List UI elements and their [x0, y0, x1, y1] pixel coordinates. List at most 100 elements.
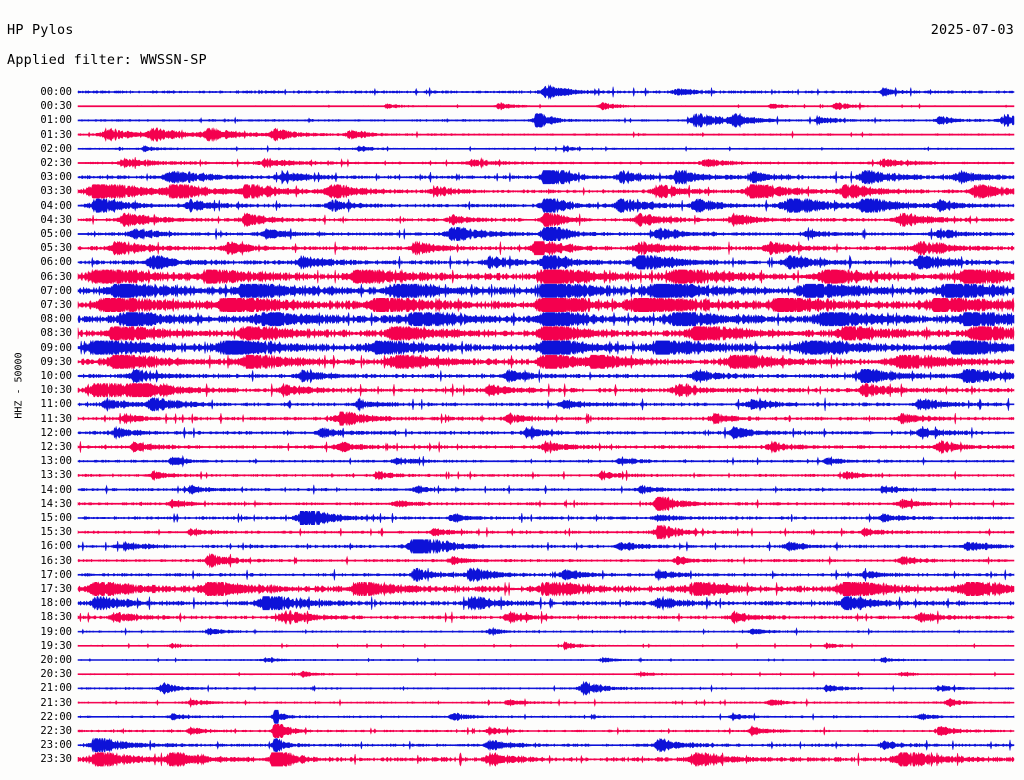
time-tick-09-00: 09:00	[40, 341, 72, 354]
trace-row-03-00	[77, 169, 1015, 185]
time-tick-08-30: 08:30	[40, 327, 72, 340]
trace-row-01-00	[77, 112, 1015, 128]
trace-row-18-30	[77, 609, 1015, 625]
time-tick-22-30: 22:30	[40, 725, 72, 737]
time-axis-ticks: 00:00 00:30 01:00 01:30 02:00 02:30 03:00 03:30…	[0, 0, 78, 780]
time-tick-00-00: 00:00	[40, 86, 72, 98]
trace-row-16-00	[77, 538, 1015, 555]
time-tick-18-30: 18:30	[40, 611, 72, 624]
trace-row-19-00	[77, 626, 1015, 637]
time-tick-06-00: 06:00	[40, 256, 72, 269]
trace-row-19-30	[77, 641, 1015, 651]
trace-row-00-00	[77, 84, 1015, 100]
time-tick-04-00: 04:00	[40, 199, 72, 212]
time-tick-21-30: 21:30	[40, 696, 72, 709]
trace-row-12-00	[77, 425, 1015, 441]
trace-row-20-00	[77, 656, 1015, 664]
trace-row-04-00	[77, 197, 1015, 214]
trace-row-14-00	[77, 484, 1015, 495]
time-tick-10-30: 10:30	[40, 384, 72, 397]
trace-row-15-00	[77, 510, 1015, 526]
time-tick-05-00: 05:00	[40, 228, 72, 240]
trace-row-07-00	[77, 283, 1015, 299]
time-tick-21-00: 21:00	[40, 682, 72, 695]
trace-row-06-30	[77, 268, 1015, 285]
trace-row-00-30	[77, 101, 1015, 111]
time-tick-20-00: 20:00	[40, 654, 72, 666]
time-tick-12-00: 12:00	[40, 426, 72, 439]
trace-row-09-00	[77, 339, 1015, 356]
time-tick-14-00: 14:00	[40, 483, 72, 496]
time-tick-06-30: 06:30	[40, 270, 72, 283]
time-tick-16-30: 16:30	[40, 554, 72, 567]
trace-row-02-30	[77, 157, 1015, 169]
trace-row-14-30	[77, 496, 1015, 512]
trace-row-21-30	[77, 697, 1015, 709]
time-tick-17-30: 17:30	[40, 583, 72, 595]
time-tick-01-30: 01:30	[40, 128, 72, 141]
time-tick-16-00: 16:00	[40, 540, 72, 553]
time-tick-15-30: 15:30	[40, 526, 72, 539]
trace-row-18-00	[77, 595, 1015, 611]
time-tick-17-00: 17:00	[40, 568, 72, 581]
trace-row-04-30	[77, 212, 1015, 228]
time-tick-07-30: 07:30	[40, 299, 72, 311]
trace-row-01-30	[77, 127, 1015, 142]
trace-row-22-00	[77, 709, 1015, 724]
trace-row-16-30	[77, 552, 1015, 569]
trace-row-10-00	[77, 368, 1015, 384]
trace-row-07-30	[77, 297, 1015, 313]
trace-row-11-30	[77, 410, 1015, 427]
trace-row-08-30	[77, 325, 1015, 342]
trace-row-05-00	[77, 226, 1015, 242]
time-tick-10-00: 10:00	[40, 370, 72, 382]
time-tick-14-30: 14:30	[40, 497, 72, 510]
time-tick-12-30: 12:30	[40, 441, 72, 453]
time-tick-02-30: 02:30	[40, 157, 72, 169]
time-tick-04-30: 04:30	[40, 213, 72, 226]
applied-filter-label: Applied filter: WWSSN-SP	[7, 52, 207, 68]
time-tick-23-30: 23:30	[40, 753, 72, 766]
trace-row-13-30	[77, 469, 1015, 481]
time-tick-08-00: 08:00	[40, 313, 72, 326]
time-tick-03-30: 03:30	[40, 185, 72, 198]
time-tick-11-30: 11:30	[40, 412, 72, 425]
trace-row-23-00	[77, 737, 1015, 753]
time-tick-05-30: 05:30	[40, 242, 72, 255]
trace-row-21-00	[77, 680, 1015, 697]
trace-row-11-00	[77, 396, 1015, 412]
time-tick-13-30: 13:30	[40, 469, 72, 482]
trace-row-09-30	[77, 354, 1015, 370]
time-tick-19-30: 19:30	[40, 639, 72, 652]
trace-row-23-30	[77, 751, 1015, 768]
trace-row-10-30	[77, 382, 1015, 398]
trace-row-12-30	[77, 439, 1015, 455]
trace-row-15-30	[77, 524, 1015, 540]
time-tick-01-00: 01:00	[40, 114, 72, 127]
time-tick-22-00: 22:00	[40, 710, 72, 723]
trace-row-13-00	[77, 454, 1015, 468]
time-tick-02-00: 02:00	[40, 142, 72, 155]
time-tick-13-00: 13:00	[40, 455, 72, 468]
record-date: 2025-07-03	[930, 22, 1014, 38]
trace-row-20-30	[77, 670, 1015, 678]
trace-row-17-30	[77, 581, 1015, 597]
time-tick-20-30: 20:30	[40, 668, 72, 681]
time-tick-03-00: 03:00	[40, 171, 72, 184]
trace-row-08-00	[77, 311, 1015, 327]
trace-row-06-00	[77, 254, 1015, 271]
trace-row-03-30	[77, 183, 1015, 200]
trace-row-05-30	[77, 240, 1015, 256]
trace-row-22-30	[77, 724, 1015, 738]
trace-row-17-00	[77, 567, 1015, 583]
page-title: HP Pylos	[7, 22, 74, 38]
time-tick-11-00: 11:00	[40, 398, 72, 411]
time-tick-23-00: 23:00	[40, 739, 72, 752]
time-tick-18-00: 18:00	[40, 597, 72, 610]
time-tick-00-30: 00:30	[40, 100, 72, 113]
time-tick-15-00: 15:00	[40, 512, 72, 524]
trace-row-02-00	[77, 144, 1015, 153]
time-tick-09-30: 09:30	[40, 355, 72, 368]
